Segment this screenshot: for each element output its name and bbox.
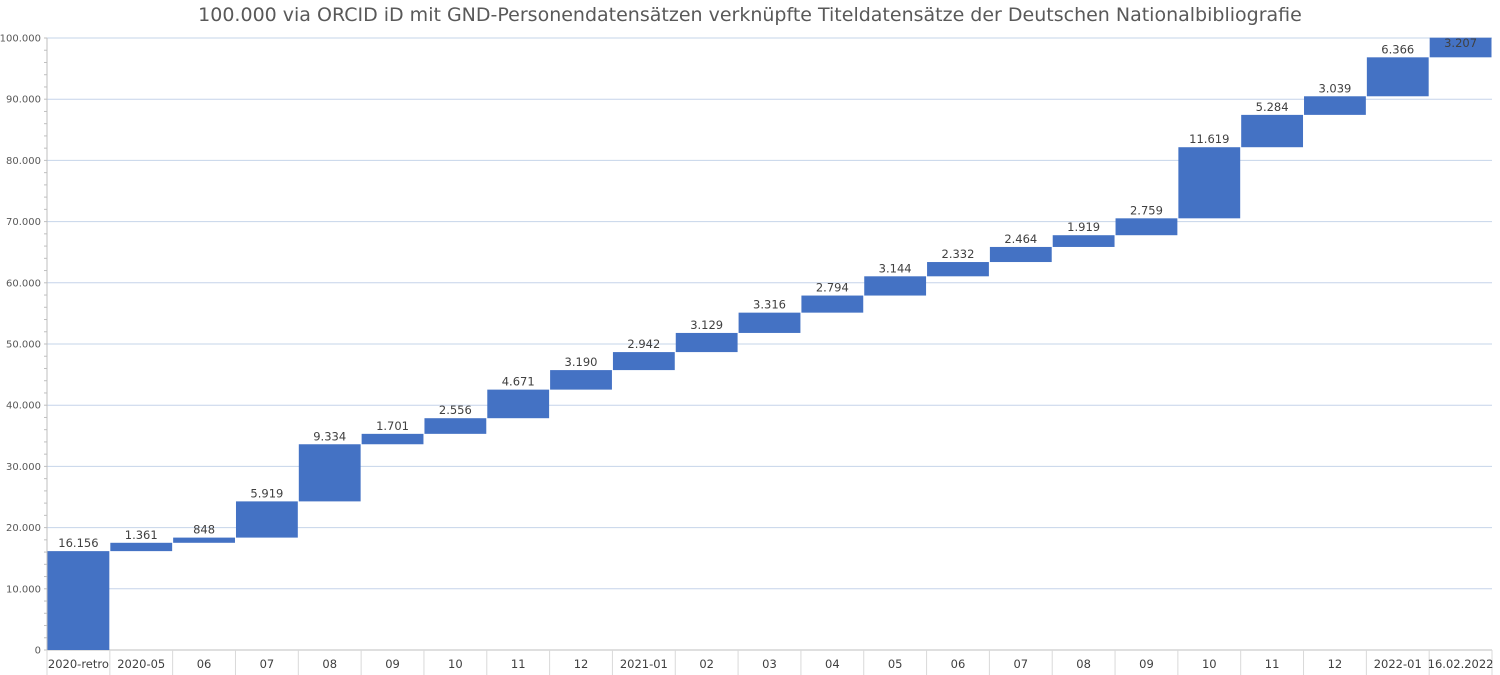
waterfall-bar bbox=[738, 312, 801, 333]
x-tick-label: 06 bbox=[197, 657, 212, 671]
x-tick-label: 11 bbox=[511, 657, 526, 671]
data-label: 3.316 bbox=[753, 298, 786, 312]
x-tick-label: 08 bbox=[1076, 657, 1091, 671]
waterfall-bar bbox=[801, 295, 864, 313]
chart-title: 100.000 via ORCID iD mit GND-Personendat… bbox=[198, 4, 1302, 26]
y-tick-label: 40.000 bbox=[6, 401, 41, 412]
waterfall-bar bbox=[1366, 57, 1429, 97]
data-label: 848 bbox=[193, 523, 215, 537]
waterfall-bar bbox=[927, 262, 989, 277]
x-tick-label: 09 bbox=[385, 657, 400, 671]
waterfall-bar bbox=[110, 542, 173, 552]
x-tick-label: 07 bbox=[260, 657, 275, 671]
waterfall-bar bbox=[550, 370, 612, 390]
x-tick-label: 2020-retro bbox=[48, 657, 109, 671]
x-tick-label: 02 bbox=[699, 657, 714, 671]
x-tick-label: 09 bbox=[1139, 657, 1154, 671]
waterfall-bar bbox=[173, 537, 235, 543]
waterfall-bar bbox=[1304, 96, 1366, 115]
data-label: 5.919 bbox=[250, 486, 283, 500]
data-label: 6.366 bbox=[1381, 42, 1414, 56]
x-tick-label: 08 bbox=[322, 657, 337, 671]
data-label: 3.144 bbox=[879, 261, 912, 275]
waterfall-bar bbox=[675, 332, 738, 353]
data-label: 1.919 bbox=[1067, 220, 1100, 234]
waterfall-bar bbox=[1178, 147, 1241, 219]
waterfall-bar bbox=[1429, 37, 1492, 58]
y-tick-label: 20.000 bbox=[6, 523, 41, 534]
data-label: 3.039 bbox=[1318, 81, 1351, 95]
y-tick-label: 10.000 bbox=[6, 584, 41, 595]
data-label: 16.156 bbox=[58, 536, 98, 550]
gridlines bbox=[47, 37, 1492, 651]
bars bbox=[47, 37, 1492, 650]
y-tick-label: 80.000 bbox=[6, 156, 41, 167]
data-label: 9.334 bbox=[313, 429, 346, 443]
y-tick-label: 100.000 bbox=[0, 34, 41, 45]
waterfall-bar bbox=[487, 389, 550, 419]
waterfall-bar bbox=[298, 444, 361, 502]
data-label: 1.361 bbox=[125, 528, 158, 542]
y-tick-label: 70.000 bbox=[6, 217, 41, 228]
axes: 0 10.000 20.000 30.000 40.000 50.000 60.000 70.… bbox=[0, 34, 1494, 675]
data-label: 2.942 bbox=[627, 337, 660, 351]
y-tick-label: 60.000 bbox=[6, 278, 41, 289]
waterfall-bar bbox=[361, 433, 424, 445]
data-label: 3.190 bbox=[565, 355, 598, 369]
x-tick-label: 2021-01 bbox=[620, 657, 668, 671]
data-label: 2.332 bbox=[942, 247, 975, 261]
x-tick-label: 12 bbox=[1328, 657, 1343, 671]
data-label: 5.284 bbox=[1256, 100, 1289, 114]
waterfall-bar bbox=[235, 501, 298, 538]
waterfall-bar bbox=[864, 276, 927, 296]
data-label: 3.129 bbox=[690, 318, 723, 332]
data-labels: 16.156 1.361 848 5.919 9.334 1.701 2.556 4.671 3… bbox=[58, 36, 1477, 550]
data-label: 2.556 bbox=[439, 403, 472, 417]
waterfall-bar bbox=[1115, 218, 1178, 236]
y-tick-label: 50.000 bbox=[6, 340, 41, 351]
x-tick-label: 10 bbox=[448, 657, 463, 671]
x-tick-label: 12 bbox=[574, 657, 589, 671]
data-label: 2.759 bbox=[1130, 203, 1163, 217]
x-tick-label: 06 bbox=[951, 657, 966, 671]
x-tick-label: 07 bbox=[1013, 657, 1028, 671]
x-tick-label: 11 bbox=[1265, 657, 1280, 671]
data-label: 11.619 bbox=[1189, 132, 1229, 146]
x-tick-label: 16.02.2022 bbox=[1428, 657, 1494, 671]
x-tick-label: 10 bbox=[1202, 657, 1217, 671]
data-label: 4.671 bbox=[502, 375, 535, 389]
y-tick-label: 90.000 bbox=[6, 95, 41, 106]
data-label: 2.464 bbox=[1004, 232, 1037, 246]
waterfall-bar bbox=[1052, 235, 1115, 247]
y-tick-label: 30.000 bbox=[6, 462, 41, 473]
x-tick-label: 03 bbox=[762, 657, 777, 671]
data-label: 1.701 bbox=[376, 419, 409, 433]
data-label: 3.207 bbox=[1444, 36, 1477, 50]
waterfall-bar bbox=[612, 352, 675, 371]
waterfall-bar bbox=[989, 246, 1052, 263]
y-tick-label: 0 bbox=[35, 646, 41, 657]
waterfall-bar bbox=[424, 418, 487, 434]
waterfall-bar bbox=[47, 551, 110, 650]
x-tick-label: 2020-05 bbox=[117, 657, 165, 671]
x-tick-label: 04 bbox=[825, 657, 840, 671]
x-tick-label: 2022-01 bbox=[1374, 657, 1422, 671]
waterfall-bar bbox=[1241, 114, 1304, 148]
x-tick-label: 05 bbox=[888, 657, 903, 671]
data-label: 2.794 bbox=[816, 281, 849, 295]
